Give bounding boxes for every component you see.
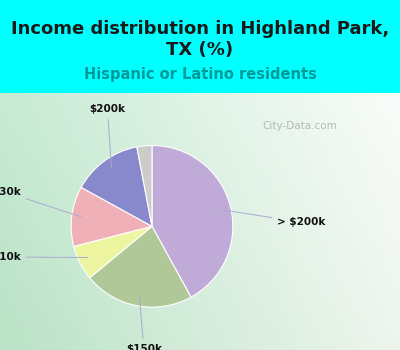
Text: $30k: $30k [0, 187, 81, 217]
Wedge shape [71, 187, 152, 246]
Text: City-Data.com: City-Data.com [263, 121, 337, 131]
Wedge shape [152, 146, 233, 297]
Text: Income distribution in Highland Park,
TX (%): Income distribution in Highland Park, TX… [11, 20, 389, 59]
Text: > $200k: > $200k [221, 210, 326, 227]
Wedge shape [137, 146, 152, 226]
Text: $10k: $10k [0, 252, 88, 262]
Text: Hispanic or Latino residents: Hispanic or Latino residents [84, 66, 316, 82]
Wedge shape [90, 226, 191, 307]
Wedge shape [81, 147, 152, 226]
Text: $200k: $200k [90, 104, 126, 168]
Wedge shape [74, 226, 152, 278]
Text: $150k: $150k [126, 296, 162, 350]
